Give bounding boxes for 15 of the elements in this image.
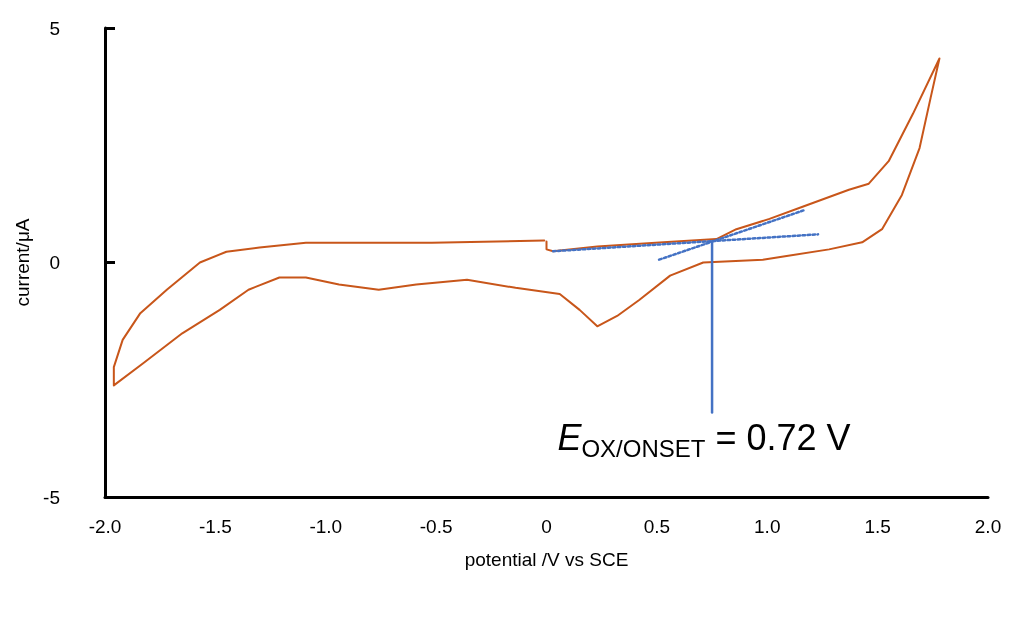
x-tick-label: -2.0 — [88, 516, 122, 537]
x-tick-label: 0.5 — [643, 516, 671, 537]
x-tick-label: 1.0 — [754, 516, 781, 537]
x-tick-label: -0.5 — [419, 516, 453, 537]
y-axis-title: current/μA — [12, 218, 34, 307]
y-tick-label: 0 — [49, 252, 60, 273]
x-tick-label: -1.5 — [199, 516, 232, 537]
y-tick-label: 5 — [49, 17, 60, 39]
x-axis-title: potential /V vs SCE — [464, 549, 629, 570]
x-tick-label: 1.5 — [864, 516, 891, 537]
y-tick-label: -5 — [43, 486, 60, 508]
x-tick-label: 2.0 — [974, 516, 1002, 537]
x-tick-label: -1.0 — [309, 516, 343, 537]
x-tick-label: 0 — [541, 516, 552, 537]
line-series — [112, 57, 941, 387]
